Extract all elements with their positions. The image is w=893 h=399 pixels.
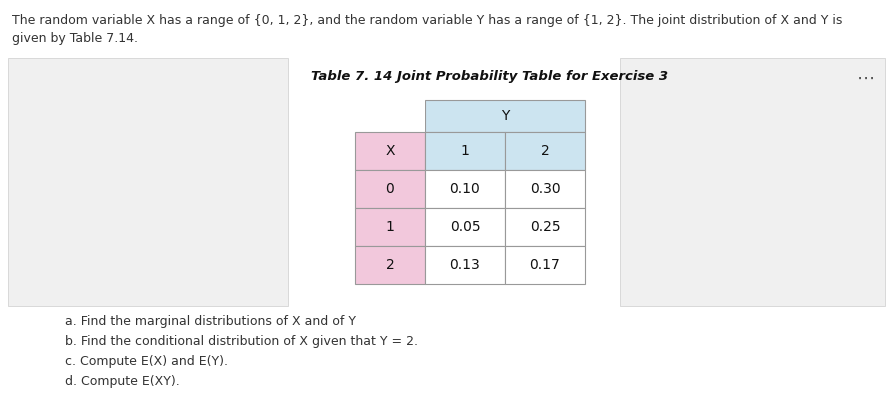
Text: 1: 1: [386, 220, 395, 234]
Text: Table 7. 14 Joint Probability Table for Exercise 3: Table 7. 14 Joint Probability Table for …: [312, 70, 669, 83]
Bar: [505, 132, 585, 170]
Bar: [425, 170, 505, 208]
Text: 0.10: 0.10: [449, 182, 480, 196]
Bar: [355, 132, 425, 170]
Bar: [355, 208, 425, 246]
Bar: [355, 170, 425, 208]
Bar: [425, 208, 505, 246]
Text: 0.30: 0.30: [530, 182, 560, 196]
Text: d. Compute E(XY).: d. Compute E(XY).: [65, 375, 179, 388]
Text: a. Find the marginal distributions of X and of Y: a. Find the marginal distributions of X …: [65, 315, 356, 328]
Text: X: X: [385, 144, 395, 158]
Text: b. Find the conditional distribution of X given that Y = 2.: b. Find the conditional distribution of …: [65, 335, 418, 348]
Bar: [355, 246, 425, 284]
Bar: [425, 100, 585, 132]
Text: 1: 1: [461, 144, 470, 158]
Text: 0: 0: [386, 182, 395, 196]
Text: given by Table 7.14.: given by Table 7.14.: [12, 32, 138, 45]
Bar: [8, 58, 288, 306]
Text: 0.05: 0.05: [450, 220, 480, 234]
Text: 2: 2: [540, 144, 549, 158]
Text: The random variable X has a range of {0, 1, 2}, and the random variable Y has a : The random variable X has a range of {0,…: [12, 14, 842, 27]
Bar: [620, 58, 885, 306]
Bar: [355, 100, 425, 132]
Bar: [505, 170, 585, 208]
Bar: [425, 132, 505, 170]
Text: 0.13: 0.13: [449, 258, 480, 272]
Bar: [505, 208, 585, 246]
Text: ⋯: ⋯: [857, 70, 875, 88]
Bar: [425, 246, 505, 284]
Text: Y: Y: [501, 109, 509, 123]
Text: 0.17: 0.17: [530, 258, 561, 272]
Text: c. Compute E(X) and E(Y).: c. Compute E(X) and E(Y).: [65, 355, 228, 368]
Text: 0.25: 0.25: [530, 220, 560, 234]
Text: 2: 2: [386, 258, 395, 272]
Bar: [505, 246, 585, 284]
